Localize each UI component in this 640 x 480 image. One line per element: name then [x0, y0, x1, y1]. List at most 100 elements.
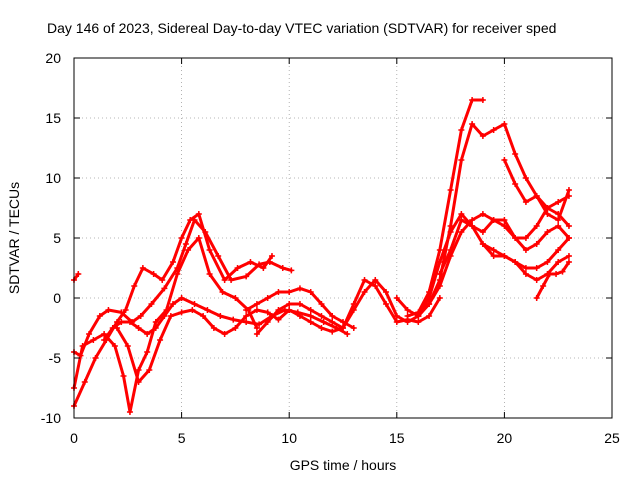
data-point	[152, 319, 159, 325]
data-point	[544, 259, 551, 265]
x-tick-label: 15	[389, 430, 405, 446]
data-point	[344, 331, 351, 337]
data-point	[512, 151, 519, 157]
data-point	[555, 247, 562, 253]
data-point	[191, 301, 198, 307]
series-s1	[71, 217, 295, 359]
data-point	[195, 211, 202, 217]
series-line	[72, 212, 274, 408]
data-point	[253, 331, 260, 337]
series-s6	[101, 295, 351, 343]
data-point	[393, 313, 400, 319]
data-point	[169, 259, 176, 265]
data-point	[555, 259, 562, 265]
data-point	[447, 247, 454, 253]
data-point	[553, 271, 560, 277]
data-point	[105, 307, 112, 313]
data-point	[512, 235, 519, 241]
data-point	[148, 301, 155, 307]
series-s8	[243, 285, 357, 331]
data-point	[159, 277, 166, 283]
series-line	[416, 212, 571, 318]
data-point	[307, 319, 314, 325]
data-point	[144, 331, 151, 337]
data-point	[522, 265, 529, 271]
data-point	[256, 321, 263, 328]
data-point	[469, 223, 476, 229]
data-point	[92, 355, 99, 361]
data-point	[533, 193, 540, 199]
data-point	[178, 295, 185, 301]
data-point	[234, 265, 241, 271]
data-point	[232, 325, 239, 331]
data-point	[522, 271, 529, 277]
data-point	[533, 295, 540, 301]
data-point	[253, 301, 260, 307]
y-tick-label: -10	[41, 410, 61, 426]
data-point	[219, 289, 226, 295]
data-point	[555, 199, 562, 205]
data-point	[501, 217, 508, 223]
data-point	[533, 277, 540, 283]
data-point	[361, 289, 368, 295]
series-s5	[71, 271, 82, 283]
data-point	[307, 289, 314, 295]
series-s13	[436, 193, 572, 277]
data-point	[479, 241, 486, 247]
data-point	[426, 289, 433, 295]
data-point	[533, 223, 540, 229]
data-point	[96, 313, 103, 319]
data-point	[361, 277, 368, 283]
series-line	[406, 98, 485, 318]
data-point	[167, 313, 174, 319]
axis-ticks: 0 5 10 15 20 25 -10 -5 0 5 10 15 20	[41, 50, 620, 446]
data-point	[329, 328, 336, 335]
data-point	[318, 301, 325, 307]
data-point	[247, 259, 254, 265]
data-point	[288, 267, 295, 274]
data-point	[458, 229, 465, 235]
data-point	[243, 313, 250, 319]
data-point	[501, 157, 508, 163]
data-point	[228, 277, 235, 283]
data-point	[296, 301, 303, 307]
data-point	[469, 121, 476, 127]
data-point	[253, 307, 260, 313]
data-point	[120, 373, 127, 379]
data-point	[178, 235, 185, 241]
series-s15	[479, 235, 572, 271]
data-point	[118, 319, 125, 325]
data-point	[436, 271, 443, 277]
x-tick-label: 25	[604, 430, 620, 446]
data-point	[204, 307, 211, 313]
data-point	[320, 319, 327, 325]
data-point	[264, 295, 271, 301]
data-point	[540, 283, 547, 289]
data-point	[340, 325, 346, 331]
data-point	[404, 313, 411, 319]
data-point	[404, 307, 411, 313]
series-s16	[533, 259, 572, 301]
data-point	[260, 265, 267, 271]
data-point	[90, 337, 97, 343]
data-point	[126, 409, 133, 415]
x-tick-label: 20	[497, 430, 513, 446]
data-point	[264, 319, 271, 325]
data-point	[565, 187, 572, 193]
data-point	[286, 307, 293, 313]
data-point	[436, 283, 443, 289]
data-point	[101, 331, 108, 337]
data-point	[185, 247, 192, 253]
data-point	[264, 309, 271, 316]
data-point	[522, 175, 529, 181]
data-point	[544, 229, 551, 235]
data-point	[522, 235, 529, 241]
data-point	[221, 331, 228, 337]
data-point	[501, 223, 508, 229]
data-point	[372, 283, 379, 289]
series-line	[535, 260, 571, 300]
data-point	[81, 379, 88, 385]
data-point	[268, 253, 275, 259]
data-point	[109, 325, 116, 331]
